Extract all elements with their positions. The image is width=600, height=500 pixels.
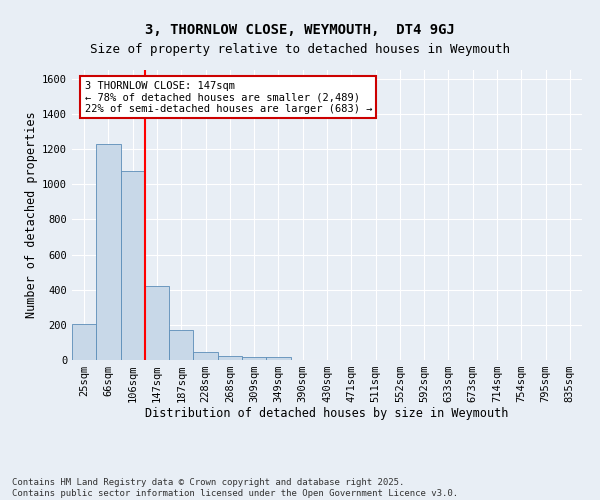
Bar xyxy=(218,356,242,360)
Bar xyxy=(266,358,290,360)
Bar xyxy=(121,171,145,360)
Bar xyxy=(72,324,96,360)
Text: 3 THORNLOW CLOSE: 147sqm
← 78% of detached houses are smaller (2,489)
22% of sem: 3 THORNLOW CLOSE: 147sqm ← 78% of detach… xyxy=(85,80,372,114)
Text: Contains HM Land Registry data © Crown copyright and database right 2025.
Contai: Contains HM Land Registry data © Crown c… xyxy=(12,478,458,498)
Text: Size of property relative to detached houses in Weymouth: Size of property relative to detached ho… xyxy=(90,42,510,56)
Text: 3, THORNLOW CLOSE, WEYMOUTH,  DT4 9GJ: 3, THORNLOW CLOSE, WEYMOUTH, DT4 9GJ xyxy=(145,22,455,36)
Y-axis label: Number of detached properties: Number of detached properties xyxy=(25,112,38,318)
Bar xyxy=(145,286,169,360)
Bar xyxy=(96,144,121,360)
Bar xyxy=(193,352,218,360)
Bar xyxy=(242,358,266,360)
X-axis label: Distribution of detached houses by size in Weymouth: Distribution of detached houses by size … xyxy=(145,406,509,420)
Bar xyxy=(169,330,193,360)
